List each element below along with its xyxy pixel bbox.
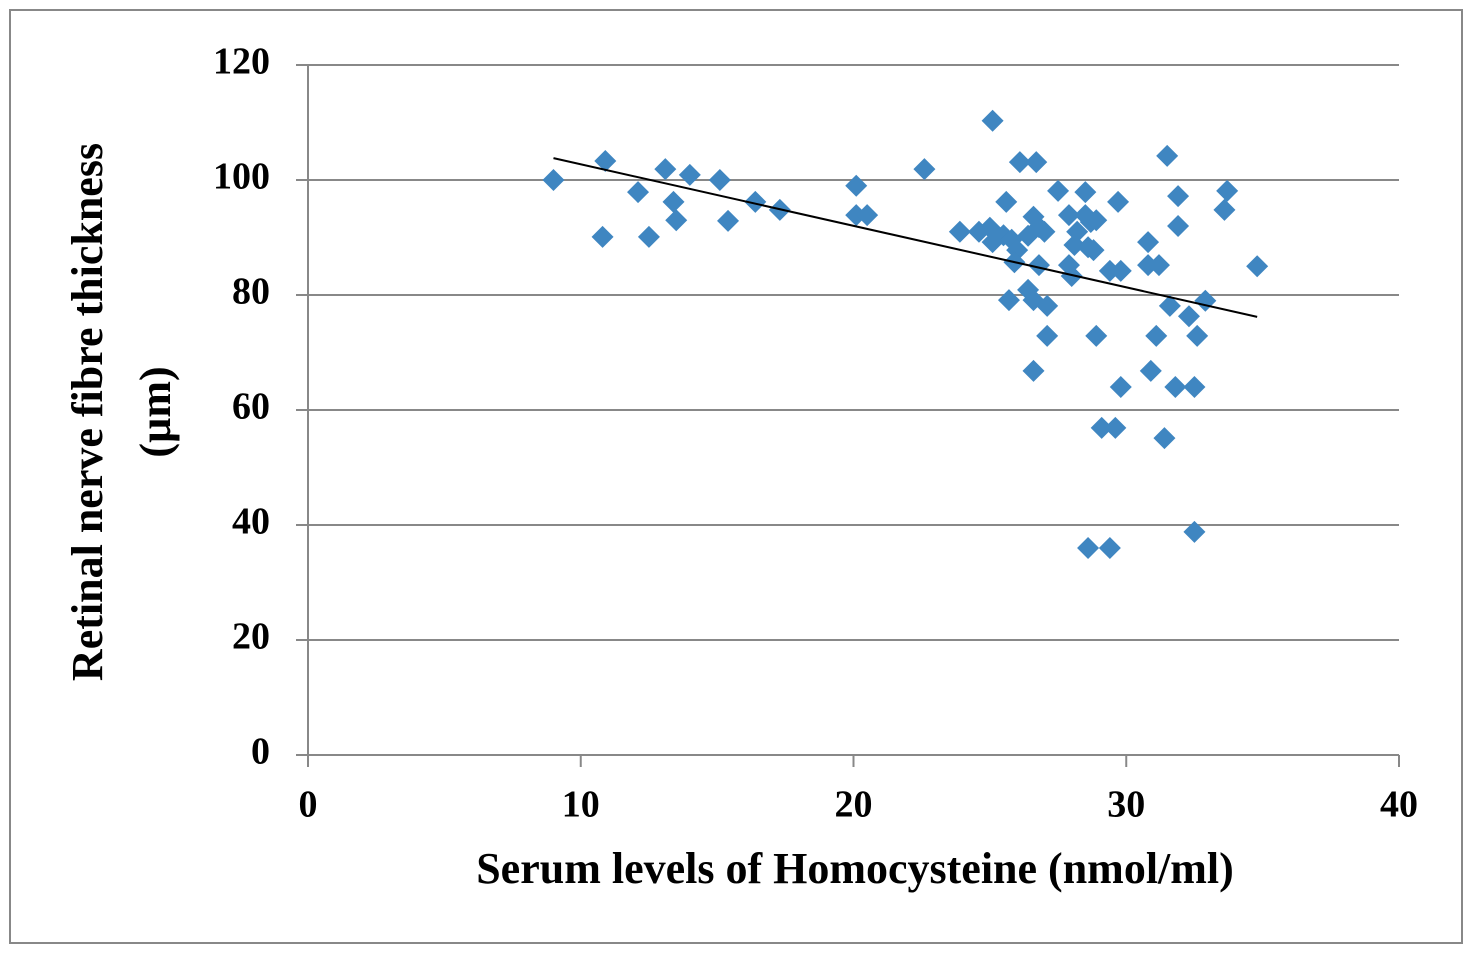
y-tick-label: 20 (232, 616, 270, 658)
point (1090, 416, 1113, 439)
point (1085, 324, 1108, 347)
point (1036, 324, 1059, 347)
point (627, 181, 650, 204)
point (1213, 198, 1236, 221)
point (948, 220, 971, 243)
point (678, 163, 701, 186)
point (591, 225, 614, 248)
point (997, 289, 1020, 312)
point (1047, 179, 1070, 202)
y-tick-label: 0 (251, 731, 270, 773)
point (1183, 376, 1206, 398)
x-tick-label: 0 (299, 784, 318, 826)
x-tick-label: 40 (1380, 784, 1418, 826)
point (744, 190, 767, 213)
point (995, 190, 1018, 213)
x-axis-label: Serum levels of Homocysteine (nmol/ml) (476, 844, 1234, 893)
y-tick-label: 40 (232, 501, 270, 543)
point (1107, 190, 1130, 213)
point (1057, 204, 1080, 227)
y-tick-label: 100 (213, 156, 270, 198)
point (1022, 359, 1045, 382)
point (594, 150, 617, 173)
point (1158, 294, 1181, 317)
point (1008, 151, 1031, 174)
point (1036, 294, 1059, 317)
point (1027, 254, 1050, 277)
point (1183, 520, 1206, 543)
point (1109, 376, 1132, 398)
x-tick-label: 30 (1107, 784, 1145, 826)
point (1082, 239, 1105, 262)
y-axis-label: Retinal nerve fibre thickness (63, 143, 112, 681)
x-tick-label: 10 (562, 784, 600, 826)
point (913, 158, 936, 181)
point (1104, 416, 1127, 439)
trend-line (553, 157, 1258, 318)
point (1246, 255, 1269, 278)
point (542, 169, 565, 191)
point (1186, 324, 1209, 347)
point (1153, 427, 1176, 450)
point (1139, 359, 1162, 382)
point (1025, 151, 1048, 174)
y-axis-label: (µm) (131, 366, 180, 457)
point (662, 190, 685, 213)
point (1077, 537, 1100, 559)
point (1145, 324, 1168, 347)
chart-frame (9, 9, 1463, 944)
point (654, 158, 677, 181)
point (1147, 254, 1170, 277)
point (1137, 231, 1160, 254)
y-tick-label: 60 (232, 386, 270, 428)
point (845, 174, 868, 197)
point (637, 225, 660, 248)
point (1156, 144, 1179, 167)
point (1167, 215, 1190, 237)
point (1109, 259, 1132, 282)
point (1167, 185, 1190, 208)
point (1216, 179, 1239, 202)
point (856, 204, 879, 227)
point (1074, 181, 1097, 204)
point (665, 209, 688, 232)
point (1063, 233, 1086, 256)
y-tick-label: 80 (232, 271, 270, 313)
point (708, 169, 731, 191)
point (981, 109, 1004, 132)
point (717, 209, 740, 232)
point (1098, 537, 1121, 559)
point (1085, 209, 1108, 232)
point (1177, 305, 1200, 328)
point (1164, 376, 1187, 398)
x-tick-label: 20 (835, 784, 873, 826)
y-tick-label: 120 (213, 41, 270, 83)
point (1033, 220, 1056, 243)
